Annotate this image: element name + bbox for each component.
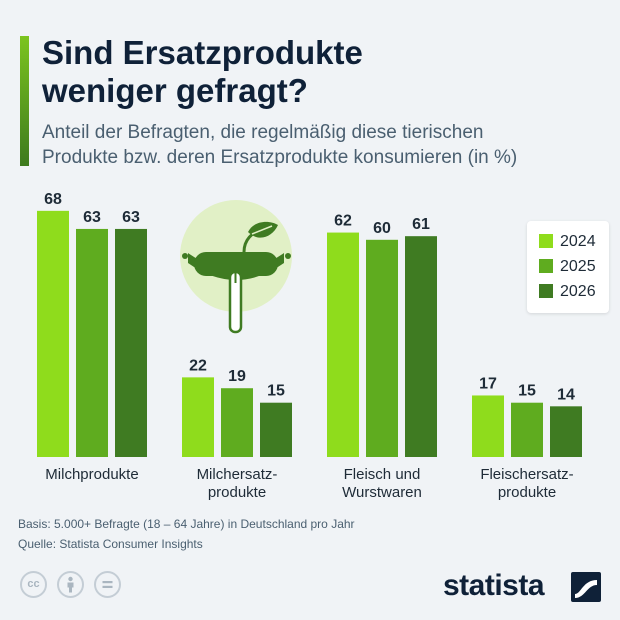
bar-2026-0 [115,228,147,457]
category-label-0-0: Milchprodukte [45,466,138,483]
chart-title: Sind Ersatzprodukte weniger gefragt? [42,34,602,110]
bar-2024-2 [327,232,359,457]
data-label-2025-0: 63 [83,209,101,226]
statista-logo-icon [571,572,601,602]
legend-label-2026: 2026 [560,283,596,300]
legend-item-2025: 2025 [539,258,596,276]
data-label-2024-1: 22 [189,357,207,374]
title-line-2: weniger gefragt? [42,72,308,109]
data-label-2025-2: 60 [373,220,391,237]
data-label-2026-3: 14 [557,386,575,403]
bar-2026-1 [260,402,292,457]
data-label-2024-2: 62 [334,213,352,230]
subtitle-line-1: Anteil der Befragten, die regelmäßig die… [42,122,484,143]
bar-2024-3 [472,395,504,457]
legend-item-2024: 2024 [539,233,596,251]
legend-swatch-2025 [539,259,553,273]
footnote-basis: Basis: 5.000+ Befragte (18 – 64 Jahre) i… [18,517,355,531]
title-line-1: Sind Ersatzprodukte [42,34,363,71]
chart-subtitle: Anteil der Befragten, die regelmäßig die… [42,120,602,170]
bar-2024-0 [37,210,69,457]
legend-swatch-2024 [539,234,553,248]
bar-2026-2 [405,236,437,457]
title-accent-bar [20,36,29,166]
category-label-1-0: Milchersatz- [197,466,278,483]
data-label-2026-1: 15 [267,383,285,400]
bar-2026-3 [550,406,582,457]
data-label-2025-1: 19 [228,368,246,385]
footnote-source: Quelle: Statista Consumer Insights [18,537,203,551]
data-label-2025-3: 15 [518,383,536,400]
category-label-3-1: produkte [498,484,556,501]
data-label-2024-0: 68 [44,191,62,208]
category-label-2-0: Fleisch und [344,466,421,483]
bar-2025-2 [366,239,398,457]
attribution-icon[interactable] [57,571,84,598]
category-label-1-1: produkte [208,484,266,501]
data-label-2026-2: 61 [412,216,430,233]
subtitle-line-2: Produkte bzw. deren Ersatzprodukte konsu… [42,147,518,168]
legend-label-2024: 2024 [560,233,596,250]
bar-2025-0 [76,228,108,457]
legend: 2024 2025 2026 [527,221,609,313]
legend-label-2025: 2025 [560,258,596,275]
legend-swatch-2026 [539,284,553,298]
bar-2025-3 [511,402,543,457]
data-label-2026-0: 63 [122,209,140,226]
legend-item-2026: 2026 [539,283,596,301]
sausage-fork-icon [180,200,292,334]
category-label-3-0: Fleischersatz- [480,466,573,483]
no-derivatives-icon[interactable] [94,571,121,598]
bar-2024-1 [182,377,214,457]
category-label-2-1: Wurstwaren [342,484,422,501]
cc-icon[interactable]: cc [20,571,47,598]
statista-logo-text: statista [443,569,545,602]
data-label-2024-3: 17 [479,375,497,392]
bar-2025-1 [221,388,253,457]
